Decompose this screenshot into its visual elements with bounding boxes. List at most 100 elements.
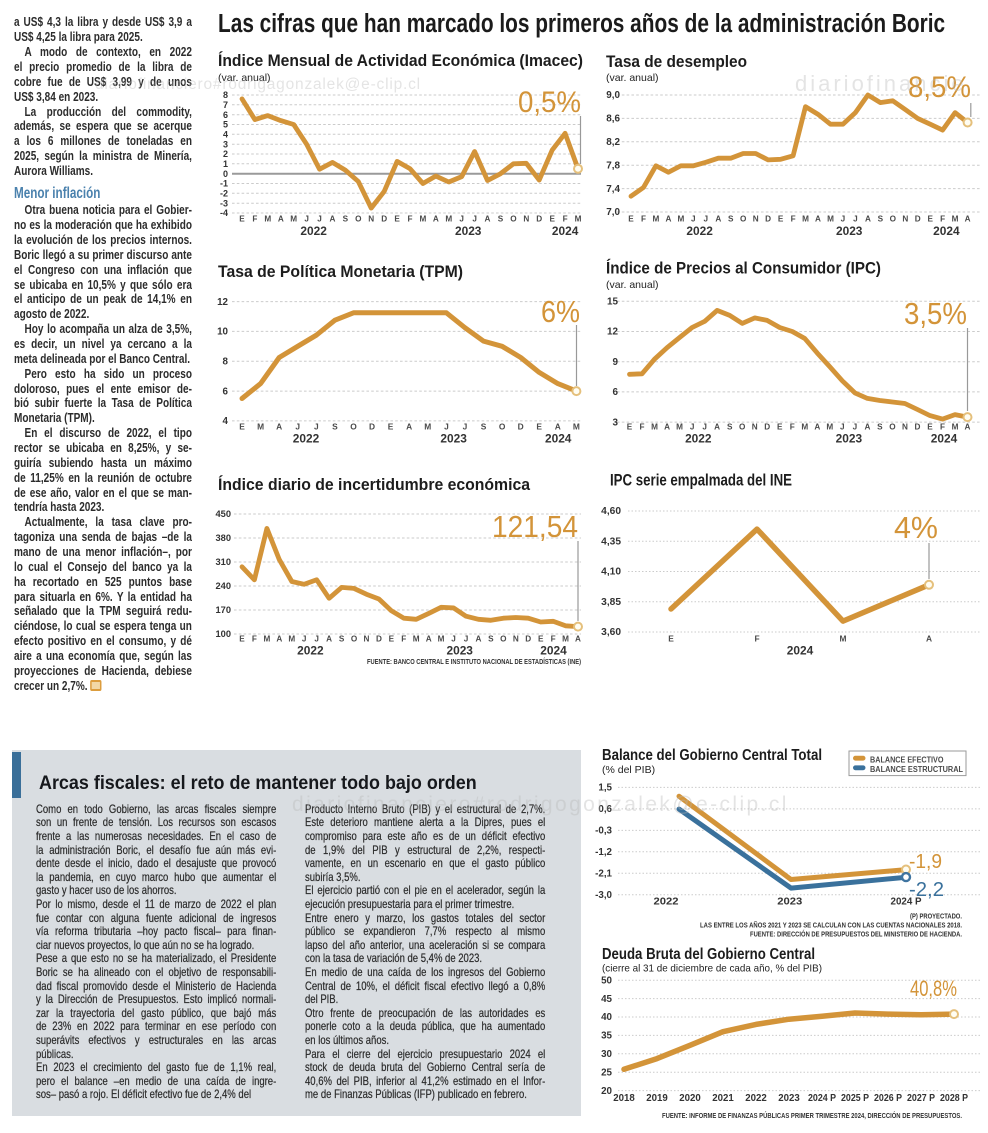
svg-text:J: J <box>317 215 322 224</box>
svg-text:6: 6 <box>223 386 229 397</box>
svg-text:M: M <box>438 635 445 644</box>
svg-text:6: 6 <box>613 387 619 398</box>
svg-text:2023: 2023 <box>446 644 473 658</box>
svg-text:E: E <box>927 215 933 224</box>
svg-text:-2,2: -2,2 <box>909 879 944 901</box>
svg-text:450: 450 <box>215 509 231 519</box>
svg-text:S: S <box>727 423 733 432</box>
svg-text:D: D <box>525 635 531 644</box>
svg-text:O: O <box>740 215 747 224</box>
svg-text:M: M <box>257 422 264 432</box>
svg-text:E: E <box>627 423 633 432</box>
svg-text:3: 3 <box>613 417 619 428</box>
svg-text:2024: 2024 <box>787 644 814 658</box>
svg-text:9: 9 <box>613 357 619 368</box>
svg-text:12: 12 <box>607 327 618 338</box>
svg-text:F: F <box>791 215 796 224</box>
svg-text:E: E <box>927 423 933 432</box>
svg-text:-3: -3 <box>220 198 228 208</box>
svg-text:J: J <box>464 635 469 644</box>
svg-text:7: 7 <box>223 100 228 110</box>
svg-text:A: A <box>433 215 439 224</box>
svg-text:(cierre al 31 de diciembre de: (cierre al 31 de diciembre de cada año, … <box>602 963 822 975</box>
svg-text:2022: 2022 <box>293 432 320 446</box>
svg-text:E: E <box>388 422 394 432</box>
svg-text:2024: 2024 <box>933 224 960 238</box>
svg-text:M: M <box>826 423 833 432</box>
svg-text:J: J <box>314 422 319 432</box>
svg-text:J: J <box>702 423 707 432</box>
svg-text:F: F <box>940 215 945 224</box>
svg-text:J: J <box>841 215 846 224</box>
svg-text:F: F <box>641 215 646 224</box>
svg-text:A: A <box>575 635 581 644</box>
svg-text:7,8: 7,8 <box>606 160 620 171</box>
svg-text:7,0: 7,0 <box>606 207 620 218</box>
svg-text:J: J <box>690 423 695 432</box>
svg-text:35: 35 <box>601 1031 612 1042</box>
svg-text:3,85: 3,85 <box>601 597 621 608</box>
svg-text:N: N <box>523 215 529 224</box>
svg-text:FUENTE: DIRECCIÓN DE PRESUPUES: FUENTE: DIRECCIÓN DE PRESUPUESTOS DEL MI… <box>750 930 962 939</box>
svg-text:E: E <box>549 215 555 224</box>
svg-text:M: M <box>952 423 959 432</box>
svg-text:A: A <box>715 215 721 224</box>
svg-text:A: A <box>864 423 870 432</box>
svg-text:M: M <box>677 215 684 224</box>
svg-text:6%: 6% <box>541 295 580 329</box>
svg-text:S: S <box>877 423 883 432</box>
svg-text:Índice de Precios al Consumido: Índice de Precios al Consumidor (IPC) <box>606 259 881 278</box>
svg-text:-1: -1 <box>220 179 228 189</box>
svg-text:4,35: 4,35 <box>601 537 621 548</box>
svg-text:J: J <box>840 423 845 432</box>
svg-text:A: A <box>330 215 336 224</box>
svg-text:J: J <box>853 423 858 432</box>
svg-text:2025 P: 2025 P <box>841 1093 869 1104</box>
svg-text:40: 40 <box>601 1012 612 1023</box>
svg-text:4: 4 <box>223 416 229 427</box>
svg-text:A: A <box>665 215 671 224</box>
svg-text:M: M <box>801 423 808 432</box>
svg-text:D: D <box>764 423 770 432</box>
svg-text:J: J <box>302 635 307 644</box>
svg-text:2022: 2022 <box>654 897 679 908</box>
svg-text:12: 12 <box>217 297 228 308</box>
svg-text:1,5: 1,5 <box>598 783 612 794</box>
svg-text:(P) PROYECTADO.: (P) PROYECTADO. <box>910 914 962 921</box>
svg-text:4,60: 4,60 <box>601 506 621 517</box>
svg-text:F: F <box>252 215 257 224</box>
svg-text:N: N <box>902 215 908 224</box>
svg-text:A: A <box>814 423 820 432</box>
svg-text:-1,9: -1,9 <box>909 851 942 873</box>
svg-text:D: D <box>376 635 382 644</box>
svg-text:A: A <box>865 215 871 224</box>
svg-text:-2: -2 <box>220 189 228 199</box>
svg-text:N: N <box>513 635 519 644</box>
svg-text:2023: 2023 <box>836 224 863 238</box>
svg-text:240: 240 <box>215 581 231 591</box>
svg-text:O: O <box>890 215 897 224</box>
svg-text:LAS ENTRE LOS AÑOS 2021 Y 2023: LAS ENTRE LOS AÑOS 2021 Y 2023 SE CALCUL… <box>700 921 962 930</box>
svg-text:M: M <box>676 423 683 432</box>
svg-text:8,6: 8,6 <box>606 114 620 125</box>
svg-text:Tasa de desempleo: Tasa de desempleo <box>606 53 747 71</box>
svg-text:A: A <box>965 215 971 224</box>
svg-text:S: S <box>878 215 884 224</box>
svg-text:7,4: 7,4 <box>606 184 620 195</box>
svg-text:-3,0: -3,0 <box>595 890 612 901</box>
svg-text:40,8%: 40,8% <box>910 976 957 1001</box>
svg-text:E: E <box>239 215 245 224</box>
svg-text:M: M <box>651 423 658 432</box>
svg-text:A: A <box>278 215 284 224</box>
svg-text:4,10: 4,10 <box>601 567 621 578</box>
svg-text:O: O <box>499 422 506 432</box>
svg-text:3,5%: 3,5% <box>904 297 967 331</box>
svg-text:BALANCE ESTRUCTURAL: BALANCE ESTRUCTURAL <box>870 765 963 774</box>
svg-text:2024: 2024 <box>545 432 572 446</box>
svg-text:E: E <box>628 215 634 224</box>
svg-text:M: M <box>288 635 295 644</box>
svg-text:N: N <box>363 635 369 644</box>
svg-text:F: F <box>551 635 556 644</box>
svg-text:2022: 2022 <box>297 644 324 658</box>
svg-text:30: 30 <box>601 1049 612 1060</box>
